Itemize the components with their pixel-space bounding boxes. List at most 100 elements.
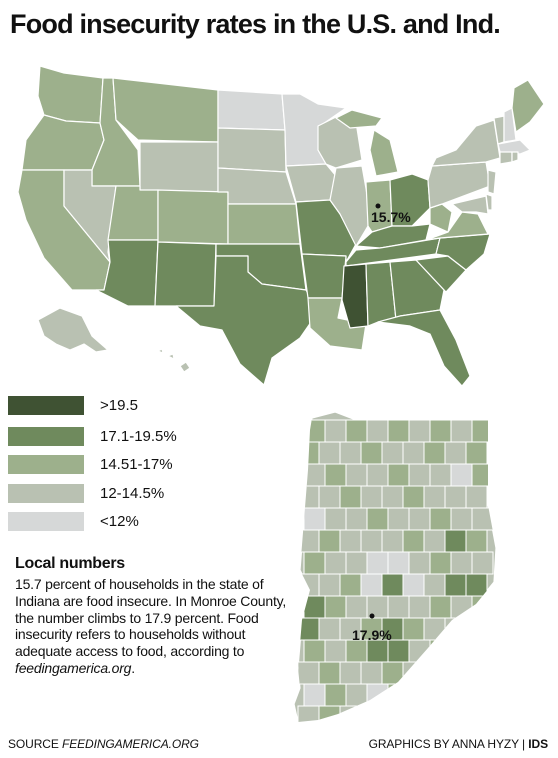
county — [324, 595, 347, 619]
county — [345, 507, 368, 531]
county — [402, 485, 425, 509]
us-map: 15.7% — [17, 65, 545, 387]
county — [471, 551, 494, 575]
source-label: SOURCE — [8, 737, 59, 751]
monroe-rate-label: 17.9% — [352, 627, 392, 643]
state-arkansas — [301, 253, 347, 299]
local-numbers: Local numbers 15.7 percent of households… — [15, 554, 290, 677]
state-utah — [107, 185, 159, 241]
county — [402, 441, 425, 465]
state-nebraska — [217, 167, 297, 205]
county — [429, 595, 452, 619]
legend-label: 14.51-17% — [100, 456, 173, 473]
county — [465, 617, 488, 641]
county — [339, 485, 362, 509]
county — [465, 705, 488, 722]
county — [408, 595, 431, 619]
county — [387, 683, 410, 707]
county — [387, 595, 410, 619]
state-colorado — [157, 189, 229, 245]
county — [444, 485, 467, 509]
county — [297, 485, 320, 509]
county — [366, 463, 389, 487]
legend-label: 17.1-19.5% — [100, 428, 177, 445]
county — [444, 661, 467, 685]
state-rhode-island — [511, 151, 519, 163]
county — [345, 463, 368, 487]
local-heading: Local numbers — [15, 555, 125, 572]
state-illinois — [329, 165, 369, 247]
state-oregon — [21, 114, 105, 171]
legend: >19.5 17.1-19.5% 14.51-17% 12-14.5% <12% — [8, 390, 228, 540]
state-mississippi — [341, 263, 369, 329]
county — [408, 419, 431, 443]
county — [387, 463, 410, 487]
indiana-rate-label: 15.7% — [371, 209, 411, 225]
state-montana — [112, 77, 219, 143]
county — [345, 551, 368, 575]
county — [381, 441, 404, 465]
county — [303, 683, 326, 707]
state-texas — [175, 255, 319, 386]
county — [471, 463, 494, 487]
monroe-marker — [369, 613, 375, 619]
county — [345, 419, 368, 443]
county — [318, 617, 341, 641]
county — [360, 529, 383, 553]
county — [450, 463, 473, 487]
county — [465, 661, 488, 685]
county — [450, 683, 473, 707]
county — [339, 441, 362, 465]
legend-item: 17.1-19.5% — [8, 425, 228, 449]
county — [324, 683, 347, 707]
county — [465, 529, 488, 553]
county — [408, 683, 431, 707]
legend-swatch — [8, 512, 84, 531]
county — [318, 661, 341, 685]
county — [471, 683, 494, 707]
county — [465, 573, 488, 597]
local-end: . — [131, 659, 135, 676]
state-maine — [511, 79, 545, 133]
county — [429, 419, 452, 443]
county — [366, 419, 389, 443]
county — [423, 705, 446, 722]
county — [297, 661, 320, 685]
county — [402, 617, 425, 641]
state-delaware — [485, 193, 493, 211]
county — [444, 441, 467, 465]
county — [423, 617, 446, 641]
county — [471, 507, 494, 531]
county — [402, 573, 425, 597]
state-maryland — [451, 195, 489, 215]
county — [318, 485, 341, 509]
county — [429, 463, 452, 487]
county — [303, 639, 326, 663]
credit-divider: | — [522, 737, 526, 751]
legend-swatch — [8, 396, 84, 415]
legend-swatch — [8, 427, 84, 446]
county — [444, 617, 467, 641]
county — [450, 419, 473, 443]
state-florida — [377, 309, 471, 387]
county — [408, 463, 431, 487]
state-massachusetts — [497, 139, 531, 155]
county — [465, 441, 488, 465]
legend-label: <12% — [100, 513, 139, 530]
state-new-mexico — [154, 241, 217, 307]
state-louisiana — [307, 297, 367, 351]
state-michigan — [369, 129, 399, 177]
county — [360, 573, 383, 597]
legend-label: >19.5 — [100, 397, 138, 414]
county — [429, 507, 452, 531]
state-new-jersey — [487, 169, 497, 195]
county — [387, 551, 410, 575]
county — [360, 705, 383, 722]
county — [324, 551, 347, 575]
state-wyoming — [139, 141, 219, 193]
county — [387, 507, 410, 531]
county — [381, 705, 404, 722]
county — [318, 573, 341, 597]
county — [366, 551, 389, 575]
local-body: 15.7 percent of households in the state … — [15, 576, 287, 660]
